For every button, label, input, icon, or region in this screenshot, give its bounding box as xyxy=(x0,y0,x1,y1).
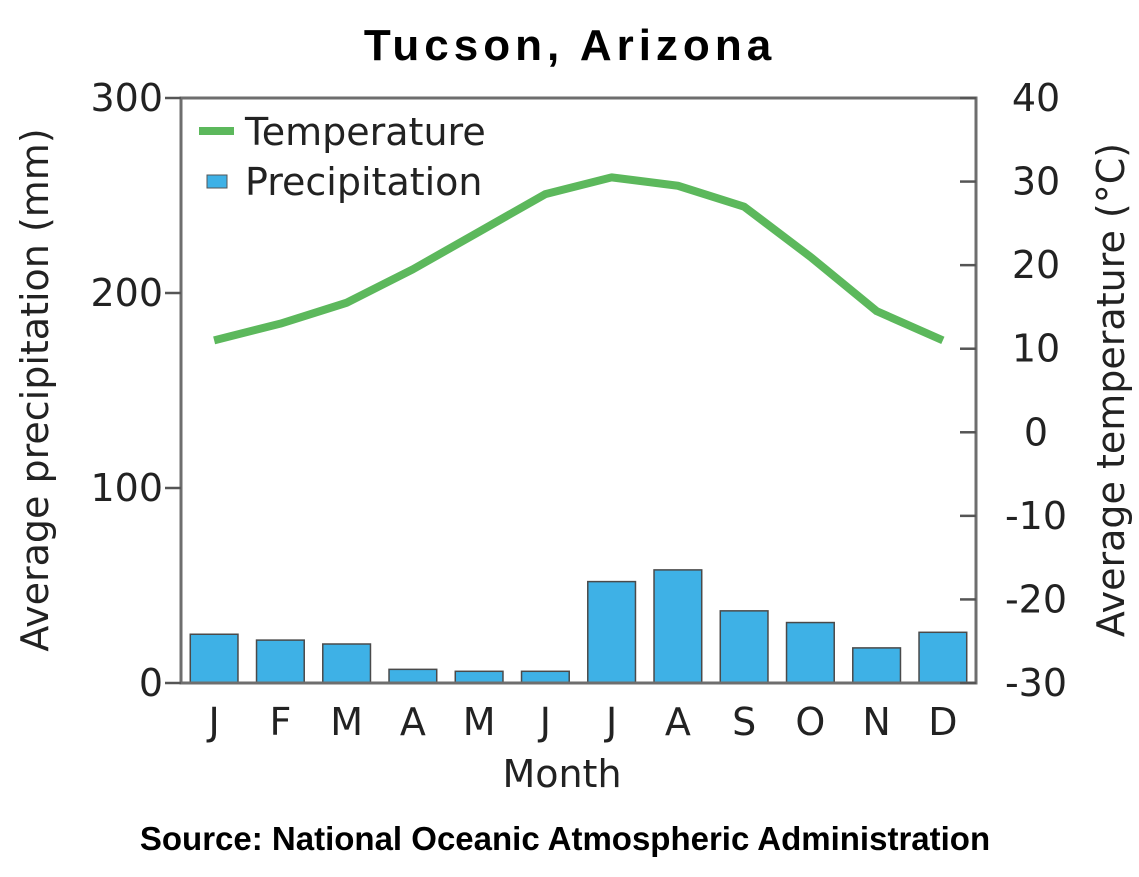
right-tick-label: 20 xyxy=(1012,243,1060,287)
x-tick-label: J xyxy=(207,700,220,744)
temperature-line xyxy=(213,173,945,345)
x-tick-label: M xyxy=(463,700,496,744)
right-axis-ticks: -30 -20 -10 0 10 20 30 40 xyxy=(960,76,1067,705)
precipitation-bar xyxy=(189,633,239,684)
right-tick-label: -20 xyxy=(1005,577,1067,621)
temperature-line-layer xyxy=(213,173,945,345)
x-tick-label: M xyxy=(330,700,363,744)
x-tick-label: A xyxy=(400,700,426,744)
right-tick-label: 0 xyxy=(1024,410,1048,454)
precipitation-bar xyxy=(587,580,637,684)
left-tick-label: 200 xyxy=(90,271,163,315)
precipitation-bar xyxy=(852,647,902,684)
chart-title: Tucson, Arizona xyxy=(364,21,776,70)
right-tick-label: 10 xyxy=(1012,327,1060,371)
x-tick-label: J xyxy=(538,700,551,744)
precipitation-bar xyxy=(255,639,305,684)
x-tick-label: D xyxy=(928,700,957,744)
precipitation-bar xyxy=(785,621,835,684)
legend: Temperature Precipitation xyxy=(199,110,486,204)
right-tick-label: -30 xyxy=(1005,661,1067,705)
precipitation-bar xyxy=(322,643,372,684)
precipitation-bar xyxy=(454,670,504,684)
legend-temperature-swatch xyxy=(199,127,234,135)
left-axis-ticks: 0 100 200 300 xyxy=(90,76,181,705)
plot-frame xyxy=(179,96,978,685)
source-note: Source: National Oceanic Atmospheric Adm… xyxy=(140,820,990,857)
left-tick-label: 0 xyxy=(139,661,163,705)
bars-layer xyxy=(189,569,968,684)
right-tick-label: 30 xyxy=(1012,160,1060,204)
x-tick-label: N xyxy=(862,700,890,744)
legend-temperature-label: Temperature xyxy=(244,110,486,154)
precipitation-bar xyxy=(388,668,438,684)
legend-precipitation-label: Precipitation xyxy=(245,160,483,204)
precipitation-bar xyxy=(719,610,769,684)
precipitation-bar xyxy=(520,670,570,684)
x-tick-label: A xyxy=(665,700,691,744)
left-axis-label: Average precipitation (mm) xyxy=(13,128,57,651)
x-tick-label: J xyxy=(604,700,617,744)
right-tick-label: -10 xyxy=(1005,494,1067,538)
legend-precipitation-swatch xyxy=(206,174,228,189)
x-tick-label: S xyxy=(732,700,756,744)
precipitation-bar xyxy=(653,569,703,684)
precipitation-bar xyxy=(918,631,968,684)
x-tick-label: O xyxy=(795,700,825,744)
left-tick-label: 100 xyxy=(90,466,163,510)
x-tick-label: F xyxy=(269,700,291,744)
right-axis-label: Average temperature (°C) xyxy=(1089,143,1133,637)
x-axis-label: Month xyxy=(502,752,621,796)
right-tick-label: 40 xyxy=(1012,76,1060,120)
left-tick-label: 300 xyxy=(90,76,163,120)
